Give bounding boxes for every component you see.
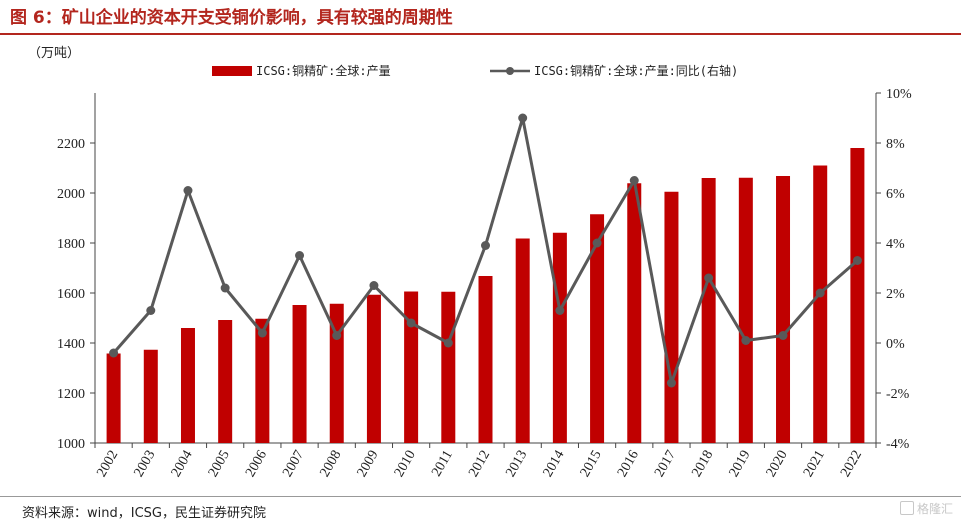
bar: [478, 276, 493, 443]
left-axis-tick-label: 2000: [57, 187, 85, 202]
bar: [218, 320, 233, 443]
x-axis-tick-label: 2010: [392, 448, 419, 480]
x-axis-tick-label: 2016: [615, 448, 642, 480]
right-axis-tick-label: 6%: [886, 187, 905, 202]
line-point: [183, 186, 193, 195]
bar: [292, 305, 307, 443]
bar: [366, 294, 381, 443]
line-point: [406, 318, 416, 328]
line-point: [778, 331, 788, 340]
bar: [850, 148, 865, 443]
line-point: [518, 113, 528, 123]
bar: [776, 176, 791, 443]
bar: [552, 232, 567, 443]
line-point: [815, 288, 825, 298]
legend-line-label: ICSG:铜精矿:全球:产量:同比(右轴): [534, 63, 738, 78]
line-point: [555, 306, 565, 315]
bar: [515, 238, 530, 443]
left-axis-tick-label: 1200: [57, 387, 85, 402]
left-axis-unit: （万吨）: [28, 46, 81, 61]
bar: [404, 291, 419, 443]
legend: ICSG:铜精矿:全球:产量 ICSG:铜精矿:全球:产量:同比(右轴): [212, 63, 738, 78]
left-axis-tick-label: 1600: [57, 287, 85, 302]
x-axis-tick-label: 2006: [243, 448, 270, 480]
x-axis-tick-label: 2020: [764, 448, 791, 480]
line-point: [146, 306, 156, 315]
x-axis-tick-label: 2013: [503, 448, 530, 480]
left-axis-tick-label: 2200: [57, 137, 85, 152]
x-axis-tick-label: 2014: [541, 448, 568, 480]
right-axis-tick-label: 4%: [886, 237, 905, 252]
source-note: 资料来源：wind，ICSG，民生证券研究院: [22, 506, 266, 521]
right-axis-tick-label: -4%: [886, 437, 910, 452]
x-axis-tick-label: 2007: [280, 448, 307, 480]
line-point: [257, 328, 267, 338]
line-point: [629, 176, 639, 185]
x-axis-tick-label: 2005: [206, 448, 233, 480]
chart-title: 图 6：矿山企业的资本开支受铜价影响，具有较强的周期性: [10, 8, 453, 28]
x-axis-tick-label: 2009: [355, 448, 382, 480]
line-point: [852, 256, 862, 265]
watermark-logo-icon: [899, 501, 914, 515]
x-axis-tick-label: 2022: [838, 448, 865, 480]
watermark: 格隆汇: [899, 500, 953, 517]
line-point: [741, 336, 751, 345]
bar-series: [106, 148, 865, 443]
x-axis-tick-label: 2015: [578, 448, 605, 480]
x-axis-tick-label: 2012: [466, 448, 493, 480]
right-axis-tick-label: -2%: [886, 387, 910, 402]
left-axis-tick-label: 1000: [57, 437, 85, 452]
legend-bar-label: ICSG:铜精矿:全球:产量: [256, 63, 391, 78]
x-axis-tick-label: 2018: [689, 448, 716, 480]
bar: [590, 214, 605, 443]
watermark-text: 格隆汇: [916, 502, 953, 516]
line-point: [109, 348, 119, 358]
bar: [627, 183, 642, 443]
right-axis-tick-label: 2%: [886, 287, 905, 302]
line-point: [481, 241, 490, 250]
bar: [441, 291, 456, 443]
bar: [255, 318, 270, 443]
line-point: [666, 378, 676, 388]
left-axis-tick-label: 1800: [57, 237, 85, 252]
chart-area: ICSG:铜精矿:全球:产量 ICSG:铜精矿:全球:产量:同比(右轴) 100…: [57, 63, 912, 480]
bar: [106, 353, 121, 443]
bar: [329, 303, 344, 443]
legend-line-marker: [506, 67, 514, 75]
left-axis-tick-label: 1400: [57, 337, 85, 352]
x-axis-tick-label: 2021: [801, 448, 828, 480]
title-divider: [0, 33, 961, 35]
bar: [701, 178, 716, 443]
line-point: [332, 331, 342, 340]
right-axis-tick-label: 10%: [886, 87, 912, 102]
right-axis-tick-label: 0%: [886, 337, 905, 352]
line-point: [592, 238, 602, 248]
line-series: [109, 113, 862, 388]
x-axis-tick-label: 2003: [132, 448, 159, 480]
x-axis-tick-label: 2017: [652, 448, 679, 480]
bar: [813, 165, 828, 443]
bar: [664, 191, 679, 443]
line-point: [443, 338, 453, 348]
bar: [180, 328, 195, 443]
x-axis-tick-label: 2019: [727, 448, 754, 480]
line-point: [220, 283, 230, 293]
source-divider: [0, 496, 961, 497]
x-axis-tick-label: 2011: [429, 448, 456, 479]
line-point: [369, 281, 379, 290]
x-axis-tick-label: 2008: [317, 448, 344, 480]
legend-bar-swatch: [212, 66, 252, 76]
x-axis-tick-label: 2002: [94, 448, 121, 480]
x-axis-tick-label: 2004: [169, 448, 196, 480]
right-axis-tick-label: 8%: [886, 137, 905, 152]
bar: [738, 177, 753, 443]
bar: [143, 349, 158, 443]
line-point: [295, 251, 305, 260]
line-point: [704, 273, 714, 283]
